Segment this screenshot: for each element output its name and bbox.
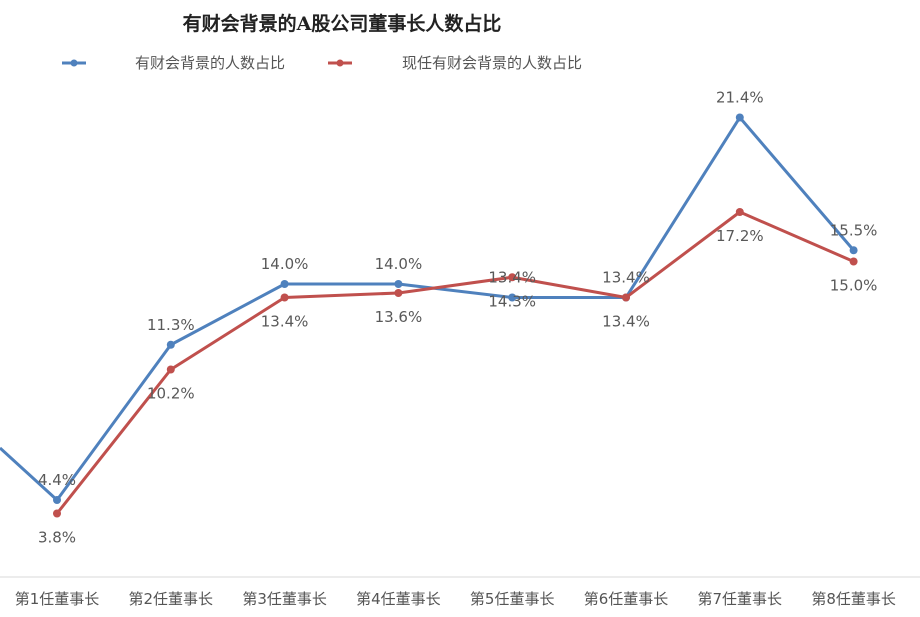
- data-label: 10.2%: [147, 385, 195, 403]
- data-label: 17.2%: [716, 227, 764, 245]
- data-point: [622, 293, 630, 302]
- x-tick-label: 第2任董事长: [129, 590, 214, 608]
- data-point: [53, 509, 61, 518]
- data-label: 13.6%: [375, 308, 423, 326]
- data-label: 13.4%: [488, 269, 536, 287]
- x-tick-label: 第1任董事长: [15, 590, 100, 608]
- series-line: [55, 210, 855, 515]
- x-tick-label: 第6任董事长: [584, 590, 669, 608]
- chart-title: 有财会背景的A股公司董事长人数占比: [183, 12, 502, 35]
- legend: 有财会背景的人数占比 现任有财会背景的人数占比: [62, 54, 582, 72]
- data-point: [849, 257, 858, 266]
- data-point: [849, 246, 858, 255]
- data-point: [53, 496, 61, 504]
- legend-swatch-marker: [336, 59, 344, 67]
- x-tick-label: 第5任董事长: [470, 590, 555, 608]
- data-point: [394, 280, 403, 288]
- data-point: [166, 365, 175, 374]
- series-line: [0, 116, 855, 502]
- data-label: 14.0%: [261, 255, 309, 273]
- x-tick-label: 第4任董事长: [356, 590, 441, 608]
- data-point: [394, 289, 403, 297]
- x-tick-label: 第3任董事长: [242, 590, 327, 608]
- data-label: 15.0%: [830, 277, 878, 295]
- series-layer: 4.4% 11.3% 14.0% 14.0% 13.4% 13.4% 21.4% 15.5% 3…: [0, 89, 877, 547]
- data-point: [280, 293, 289, 302]
- data-label: 3.8%: [38, 529, 76, 547]
- data-point: [508, 293, 517, 302]
- data-point: [166, 340, 175, 349]
- data-label: 13.4%: [602, 269, 650, 287]
- x-axis-ticks: 第1任董事长 第2任董事长 第3任董事长 第4任董事长 第5任董事长 第6任董事长 第7任董…: [15, 590, 896, 608]
- data-label: 21.4%: [716, 89, 764, 107]
- x-tick-label: 第8任董事长: [811, 590, 896, 608]
- data-label: 13.4%: [261, 313, 309, 331]
- data-point: [735, 113, 744, 122]
- legend-swatch-marker: [70, 59, 78, 67]
- legend-label: 有财会背景的人数占比: [135, 54, 285, 72]
- x-tick-label: 第7任董事长: [698, 590, 783, 608]
- data-label: 14.3%: [488, 292, 536, 310]
- data-label: 15.5%: [830, 221, 878, 239]
- data-label: 14.0%: [375, 255, 423, 273]
- data-label: 13.4%: [602, 313, 650, 331]
- legend-label: 现任有财会背景的人数占比: [402, 54, 582, 72]
- data-point: [508, 273, 517, 282]
- data-point: [280, 280, 289, 288]
- data-point: [735, 208, 744, 216]
- data-label: 11.3%: [147, 316, 195, 334]
- data-label: 4.4%: [38, 471, 76, 489]
